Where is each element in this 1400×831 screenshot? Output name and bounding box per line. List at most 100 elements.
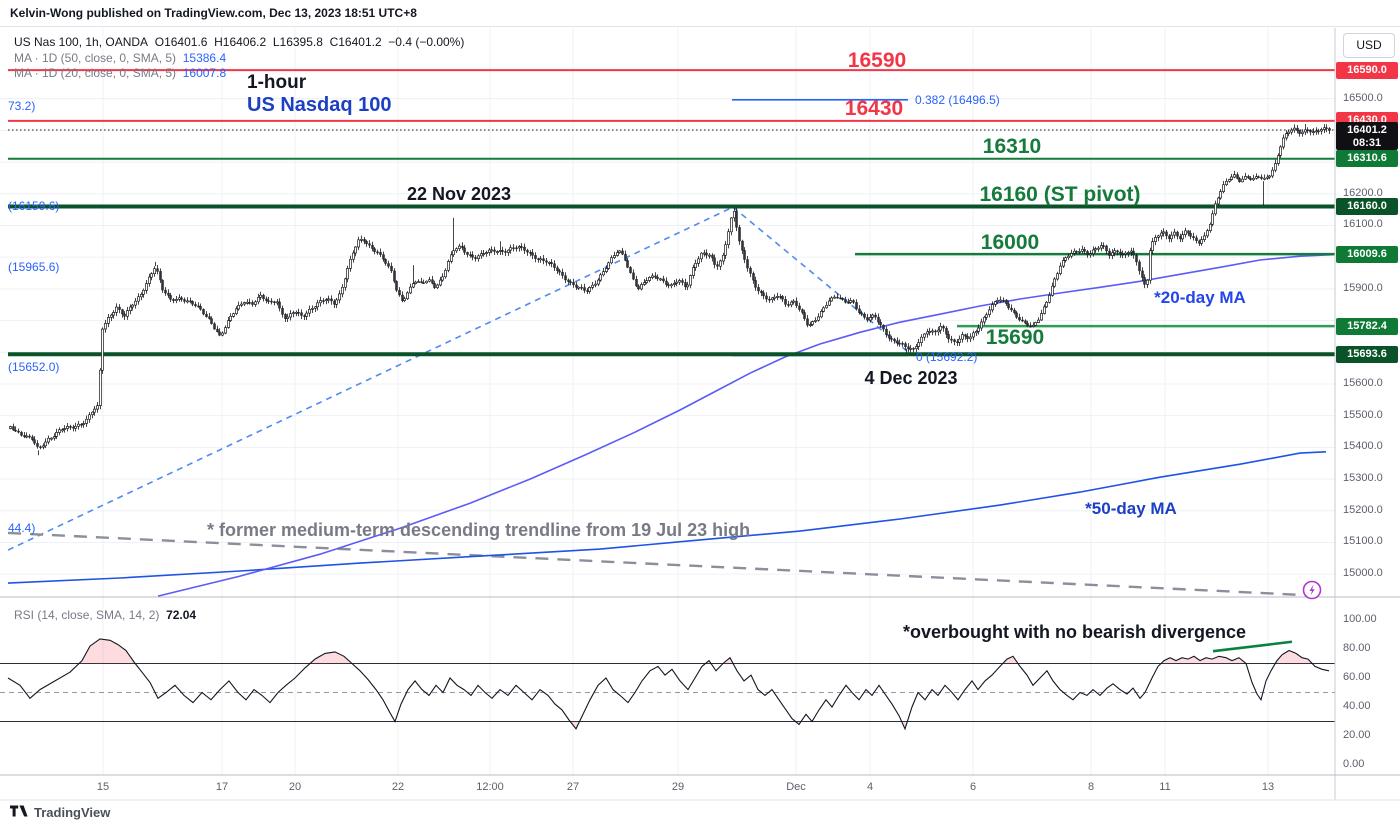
ma-50-line[interactable] [7, 451, 1327, 584]
annotation-4-dec: 4 Dec 2023 [864, 368, 958, 388]
price-badge-16160.0: 16160.0 [1336, 197, 1398, 215]
annotation-16590: 16590 [847, 49, 907, 72]
up-candles [9, 127, 1326, 448]
price-axis-label: 15400.0 [1343, 440, 1383, 453]
price-badge-16590.0: 16590.0 [1336, 61, 1398, 79]
annotation-50day-ma: *50-day MA [1085, 499, 1177, 518]
symbol-legend[interactable]: US Nas 100, 1h, OANDA O16401.6 H16406.2 … [14, 35, 464, 49]
annotation-symbol-name: US Nasdaq 100 [247, 94, 392, 116]
rsi-axis-label: 60.00 [1343, 671, 1371, 683]
rsi-line [7, 638, 1330, 731]
rsi-overbought-fill [706, 661, 710, 664]
time-axis-label: 15 [96, 781, 110, 793]
price-axis-label: 15500.0 [1343, 408, 1383, 421]
attribution-text: Kelvin-Wong published on TradingView.com… [10, 6, 417, 20]
ma20-legend[interactable]: MA · 1D (20, close, 0, SMA, 5) 16007.8 [14, 66, 226, 80]
currency-toggle-button[interactable]: USD [1343, 33, 1395, 58]
time-axis-label: 8 [1087, 781, 1095, 793]
price-axis-label: 15900.0 [1343, 281, 1383, 294]
tradingview-footer[interactable]: TradingView [10, 804, 110, 820]
flash-icon[interactable] [1302, 580, 1322, 600]
time-axis-label: 6 [969, 781, 977, 793]
rsi-pane[interactable] [0, 638, 1335, 731]
rsi-axis-label: 100.00 [1343, 613, 1377, 625]
price-axis-label: 16500.0 [1343, 91, 1383, 104]
candle-wicks [10, 124, 1330, 456]
rsi-oversold-fill [796, 721, 800, 724]
ma-20-line[interactable] [157, 253, 1335, 597]
left-price-label: (15652.0) [8, 360, 60, 374]
price-axis-label: 15100.0 [1343, 535, 1383, 548]
ma50-value: 15386.4 [182, 51, 227, 65]
annotation-15690: 15690 [985, 326, 1045, 349]
rsi-axis-label: 20.00 [1343, 729, 1371, 741]
annotation-16430: 16430 [844, 97, 904, 120]
time-axis-label: 11 [1159, 781, 1171, 793]
rsi-overbought-fill [724, 657, 732, 664]
time-axis-label: 27 [566, 781, 580, 793]
last-price-time: 08:31 [1352, 137, 1382, 149]
price-axis-label: 15200.0 [1343, 503, 1383, 516]
rsi-overbought-fill [80, 638, 134, 664]
rsi-legend[interactable]: RSI (14, close, SMA, 14, 2) 72.04 [14, 608, 196, 622]
rsi-oversold-fill [902, 721, 906, 727]
descending-dashed-blue[interactable] [732, 206, 909, 353]
time-axis-label: 17 [215, 781, 229, 793]
ma20-label: MA · 1D (20, close, 0, SMA, 5) [14, 66, 177, 80]
gridlines [0, 28, 1335, 775]
annotation-timeframe: 1-hour [247, 72, 307, 93]
annotation-22-nov: 22 Nov 2023 [406, 184, 512, 204]
ohlc-close: C16401.2 [329, 35, 382, 49]
annotation-16310: 16310 [982, 135, 1042, 158]
ohlc-change: −0.4 (−0.00%) [388, 35, 465, 49]
rsi-axis-label: 80.00 [1343, 642, 1371, 654]
price-badge-16310.6: 16310.6 [1336, 150, 1398, 168]
ascending-dashed-blue[interactable] [7, 206, 734, 551]
price-axis-label: 16100.0 [1343, 218, 1383, 231]
attribution-bar: Kelvin-Wong published on TradingView.com… [0, 0, 1400, 27]
rsi-value: 72.04 [166, 608, 197, 622]
candlestick-series[interactable] [9, 124, 1331, 456]
price-axis-label: 15600.0 [1343, 376, 1383, 389]
tradingview-brand: TradingView [34, 804, 111, 820]
rsi-divergence-line[interactable] [1212, 640, 1293, 653]
price-axis-label: 15300.0 [1343, 472, 1383, 485]
left-price-label: (16159.6) [8, 199, 60, 213]
rsi-label: RSI (14, close, SMA, 14, 2) [14, 608, 160, 622]
time-axis-label: 20 [288, 781, 302, 793]
last-price-badge: 16401.2 08:31 [1336, 122, 1398, 150]
ma50-label: MA · 1D (50, close, 0, SMA, 5) [14, 51, 177, 65]
annotation-trendline-note: * former medium-term descending trendlin… [207, 520, 751, 540]
price-badge-15782.4: 15782.4 [1336, 317, 1398, 335]
symbol-title: US Nas 100, 1h, OANDA [14, 35, 149, 49]
ma20-value: 16007.8 [182, 66, 227, 80]
rsi-axis-label: 40.00 [1343, 700, 1371, 712]
time-axis-label: 22 [391, 781, 405, 793]
annotation-rsi-note: *overbought with no bearish divergence [903, 622, 1247, 642]
left-price-label: 44.4) [8, 521, 36, 535]
time-axis-label: 12:00 [476, 781, 504, 793]
time-axis-label: 29 [671, 781, 685, 793]
time-axis-label: 4 [866, 781, 874, 793]
annotation-16160: 16160 (ST pivot) [979, 183, 1141, 206]
rsi-overbought-fill [1004, 656, 1016, 664]
rsi-axis-label: 0.00 [1343, 758, 1365, 770]
annotation-20day-ma: *20-day MA [1154, 288, 1246, 307]
annotation-16000: 16000 [980, 231, 1040, 254]
ma50-legend[interactable]: MA · 1D (50, close, 0, SMA, 5) 15386.4 [14, 51, 226, 65]
fib-382-label: 0.382 (16496.5) [915, 93, 1000, 107]
left-price-label: 73.2) [8, 99, 36, 113]
left-price-label: (15965.6) [8, 260, 60, 274]
price-axis-label: 15000.0 [1343, 567, 1383, 580]
last-price-value: 16401.2 [1347, 124, 1387, 136]
rsi-overbought-fill [1276, 650, 1312, 664]
time-axis-label: Dec [786, 781, 806, 793]
chart-canvas[interactable] [0, 0, 1400, 805]
time-axis-label: 13 [1261, 781, 1275, 793]
price-badge-16009.6: 16009.6 [1336, 245, 1398, 263]
price-axis-label: 16200.0 [1343, 186, 1383, 199]
ohlc-low: L16395.8 [272, 35, 323, 49]
fib-0-label: 0 (15692.2) [916, 350, 978, 364]
ohlc-open: O16401.6 [154, 35, 208, 49]
